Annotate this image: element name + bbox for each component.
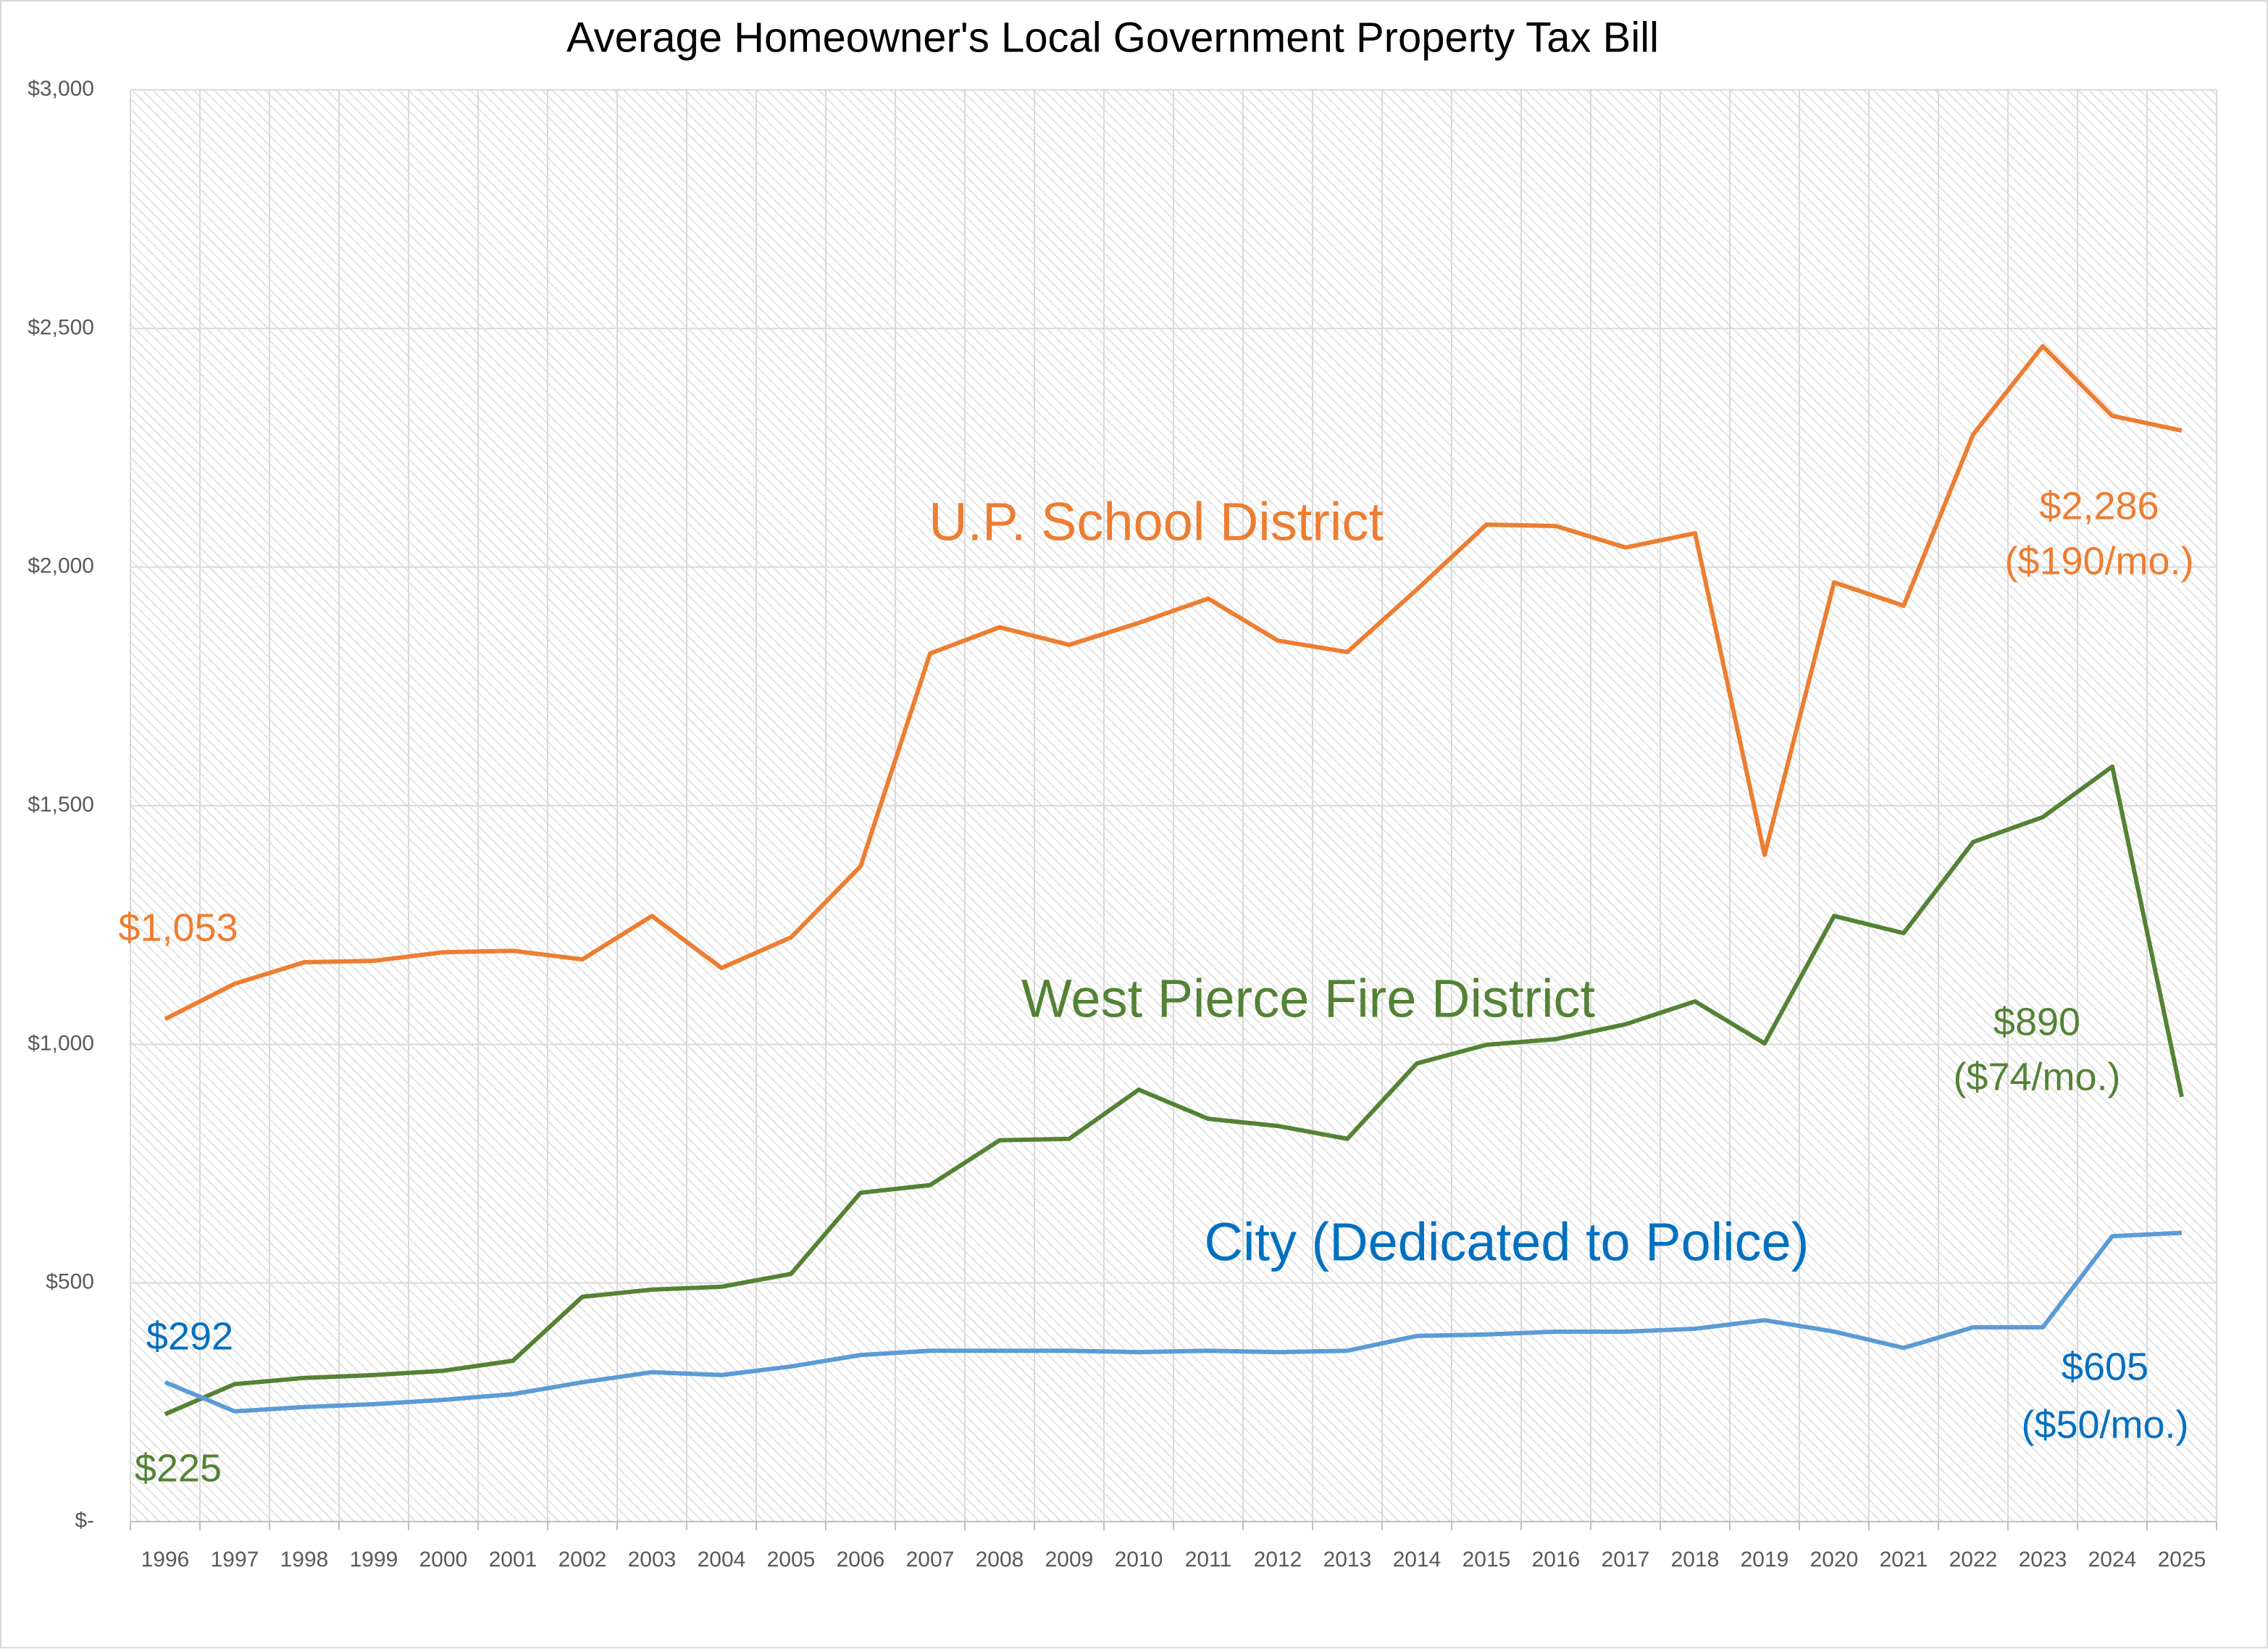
series-name: U.P. School District (929, 492, 1384, 552)
x-tick-label: 2015 (1463, 1548, 1511, 1572)
y-tick-label: $1,000 (28, 1031, 94, 1055)
value-label: $225 (135, 1446, 222, 1490)
x-tick-label: 1999 (350, 1548, 398, 1572)
value-label: $605 (2062, 1345, 2148, 1388)
series-name: West Pierce Fire District (1021, 969, 1596, 1029)
series-lines (164, 343, 2184, 1417)
x-tick-label: 2004 (698, 1548, 746, 1572)
x-tick-label: 2025 (2158, 1548, 2206, 1572)
y-tick-label: $500 (46, 1270, 94, 1294)
y-tick-label: $- (75, 1509, 94, 1532)
y-tick-label: $2,500 (28, 315, 94, 339)
value-label: $1,053 (118, 906, 238, 949)
y-tick-label: $2,000 (28, 554, 94, 578)
x-tick-label: 2010 (1115, 1548, 1163, 1572)
x-tick-label: 2011 (1185, 1548, 1232, 1572)
series-line (164, 1230, 2183, 1414)
series-name: City (Dedicated to Police) (1205, 1212, 1809, 1272)
x-tick-label: 2009 (1045, 1548, 1094, 1572)
x-tick-label: 2013 (1323, 1548, 1372, 1572)
x-tick-label: 1998 (280, 1548, 329, 1572)
x-tick-label: 2000 (419, 1548, 468, 1572)
value-label: $2,286 (2039, 484, 2159, 527)
value-label: $890 (1993, 1000, 2080, 1043)
series-line (164, 343, 2183, 1022)
x-tick-label: 2022 (1949, 1548, 1998, 1572)
x-tick-label: 1996 (141, 1548, 190, 1572)
x-tick-label: 2020 (1810, 1548, 1859, 1572)
series-line (164, 764, 2184, 1417)
annotation: ($74/mo.) (1953, 1055, 2120, 1098)
x-tick-label: 1997 (211, 1548, 259, 1572)
x-tick-label: 2024 (2088, 1548, 2137, 1572)
labels: $- $500 $1,000 $1,500 $2,000 $2,500 $3,000 1996… (28, 77, 2206, 1572)
y-tick-label: $1,500 (28, 793, 94, 817)
x-tick-label: 2016 (1532, 1548, 1581, 1572)
grid (130, 89, 2217, 1530)
x-tick-label: 2017 (1602, 1548, 1650, 1572)
x-tick-label: 2001 (489, 1548, 537, 1572)
annotation: ($190/mo.) (2004, 539, 2193, 583)
value-label: $292 (146, 1314, 233, 1358)
x-tick-label: 2021 (1880, 1548, 1928, 1572)
x-tick-label: 2012 (1254, 1548, 1302, 1572)
x-tick-label: 2003 (628, 1548, 677, 1572)
annotation: ($50/mo.) (2021, 1403, 2188, 1446)
chart-title: Average Homeowner's Local Government Pro… (566, 14, 1659, 61)
x-tick-label: 2014 (1393, 1548, 1441, 1572)
x-tick-label: 2018 (1671, 1548, 1720, 1572)
x-tick-label: 2007 (906, 1548, 955, 1572)
x-tick-label: 2005 (767, 1548, 816, 1572)
y-tick-label: $3,000 (28, 77, 94, 101)
x-tick-label: 2008 (976, 1548, 1024, 1572)
x-tick-label: 2023 (2019, 1548, 2067, 1572)
x-tick-label: 2019 (1741, 1548, 1789, 1572)
x-tick-label: 2006 (837, 1548, 885, 1572)
x-tick-label: 2002 (558, 1548, 607, 1572)
